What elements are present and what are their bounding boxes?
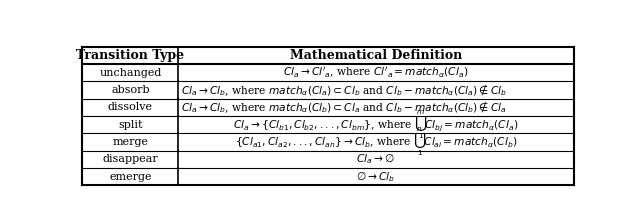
Text: emerge: emerge [109, 172, 152, 182]
Text: $Cl_a \rightarrow Cl_b$, where $match_{\alpha}(Cl_a) \subset Cl_b$ and $Cl_b - m: $Cl_a \rightarrow Cl_b$, where $match_{\… [181, 82, 507, 98]
Text: Mathematical Definition: Mathematical Definition [290, 49, 462, 62]
Text: $Cl_a \rightarrow \{Cl_{b1}, Cl_{b2}, ..., Cl_{bm}\}$, where $\bigcup_1^m Cl_{bj: $Cl_a \rightarrow \{Cl_{b1}, Cl_{b2}, ..… [233, 108, 518, 141]
Text: merge: merge [113, 137, 148, 147]
Text: split: split [118, 120, 143, 130]
Text: $\{Cl_{a1}, Cl_{a2}, ..., Cl_{an}\} \rightarrow Cl_b$, where $\bigcup_1^n Cl_{ai: $\{Cl_{a1}, Cl_{a2}, ..., Cl_{an}\} \rig… [235, 126, 517, 158]
Text: $Cl_a \rightarrow \emptyset$: $Cl_a \rightarrow \emptyset$ [356, 152, 396, 166]
Text: disappear: disappear [102, 154, 158, 164]
Text: $\emptyset \rightarrow Cl_b$: $\emptyset \rightarrow Cl_b$ [356, 170, 396, 184]
Text: Transition Type: Transition Type [76, 49, 184, 62]
Text: dissolve: dissolve [108, 102, 153, 112]
Text: absorb: absorb [111, 85, 150, 95]
Text: $Cl_a \rightarrow Cl_b$, where $match_{\alpha}(Cl_b) \subset Cl_a$ and $Cl_b - m: $Cl_a \rightarrow Cl_b$, where $match_{\… [181, 100, 507, 115]
Text: $Cl_a \rightarrow Cl'_a$, where $Cl'_a = match_{\alpha}(Cl_a)$: $Cl_a \rightarrow Cl'_a$, where $Cl'_a =… [283, 65, 468, 80]
Text: unchanged: unchanged [99, 68, 161, 78]
